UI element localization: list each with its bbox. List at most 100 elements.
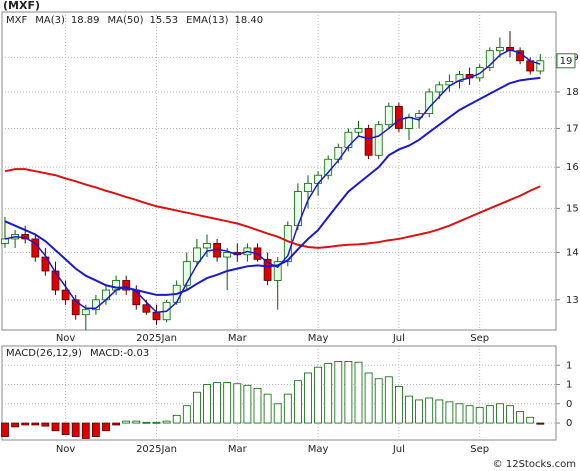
x-tick-label: Mar	[228, 444, 248, 455]
x-tick-label: 2025Jan	[136, 333, 177, 344]
y-tick-label: 14	[566, 247, 579, 258]
macd-bar	[132, 420, 141, 424]
x-tick-label: Sep	[470, 333, 489, 344]
macd-bar	[283, 393, 292, 424]
macd-bar	[71, 422, 80, 437]
candle-body	[203, 243, 211, 249]
macd-last-label: MACD:	[90, 348, 123, 359]
x-tick-label: Sep	[470, 444, 489, 455]
macd-bar	[81, 422, 90, 439]
candle-body	[81, 309, 90, 316]
candle-body	[122, 280, 131, 291]
legend-value: 18.40	[234, 15, 263, 26]
candle-body	[263, 258, 272, 281]
candle-body	[61, 289, 70, 301]
price-panel	[1, 11, 557, 331]
macd-bar	[465, 405, 474, 424]
y-tick-label: 16	[566, 162, 579, 173]
macd-bar	[182, 405, 191, 424]
x-tick-label: Nov	[56, 333, 76, 344]
macd-bar	[61, 422, 70, 436]
candle-body	[304, 182, 312, 192]
macd-bar	[1, 422, 9, 437]
macd-bar	[334, 361, 343, 424]
macd-label: MACD(26,12,9)	[6, 348, 82, 359]
y-tick-label: 1	[566, 380, 572, 391]
macd-bar	[425, 397, 434, 424]
x-tick-label: 2025Jan	[136, 444, 177, 455]
legend-ticker: MXF	[6, 15, 27, 26]
macd-bar	[405, 395, 413, 424]
candle-body	[273, 261, 282, 281]
candle-body	[354, 128, 363, 133]
x-tick-label: Nov	[56, 444, 76, 455]
macd-bar	[435, 399, 444, 424]
macd-bar	[152, 421, 161, 424]
chart-title: (MXF)	[3, 0, 40, 12]
macd-bar	[122, 420, 131, 424]
x-tick-label: May	[308, 444, 329, 455]
x-tick-label: Jul	[392, 444, 405, 455]
macd-panel	[1, 345, 557, 441]
macd-bar	[394, 386, 403, 424]
y-tick-label: 17	[566, 123, 579, 134]
macd-bar	[11, 422, 20, 428]
candle-body	[405, 116, 413, 129]
macd-last-value: -0.03	[123, 348, 149, 359]
price-tag-box	[556, 53, 576, 69]
candle-body	[223, 252, 232, 258]
macd-bar	[445, 401, 454, 424]
legend-name: EMA(13)	[186, 15, 228, 26]
macd-bar	[495, 403, 504, 424]
y-tick-label: 1	[566, 360, 572, 371]
macd-bar	[192, 391, 201, 424]
macd-bar	[293, 380, 302, 424]
macd-bar	[51, 422, 60, 432]
macd-bar	[536, 422, 545, 425]
y-tick-label: 0	[566, 418, 572, 429]
candle-body	[384, 105, 393, 126]
macd-bar	[506, 405, 514, 424]
price-tag: 19	[560, 56, 573, 67]
candle-body	[192, 247, 201, 263]
macd-bar	[213, 382, 222, 424]
candle-body	[142, 304, 151, 313]
macd-bar	[344, 361, 353, 424]
candle-body	[455, 74, 464, 82]
candle-body	[485, 50, 494, 68]
macd-bar	[112, 422, 120, 426]
y-tick-label: 15	[566, 203, 579, 214]
macd-bar	[142, 421, 151, 424]
macd-bar	[526, 416, 535, 424]
legend-value: 15.53	[150, 15, 179, 26]
macd-bar	[455, 403, 464, 424]
macd-bar	[172, 414, 181, 424]
x-tick-label: May	[308, 333, 329, 344]
macd-bar	[223, 382, 232, 424]
indicator-line	[4, 168, 541, 249]
macd-bar	[21, 422, 30, 426]
macd-bar	[162, 420, 171, 424]
macd-bar	[253, 387, 262, 424]
macd-bar	[485, 405, 494, 424]
candle-body	[51, 270, 60, 291]
y-tick-label: 18	[566, 87, 579, 98]
macd-bar	[102, 422, 110, 432]
candle-body	[435, 84, 444, 93]
candle-body	[182, 261, 191, 286]
macd-bar	[374, 378, 383, 424]
candle-body	[314, 174, 323, 184]
macd-bar	[324, 362, 333, 424]
macd-bar	[243, 384, 252, 424]
macd-bar	[304, 372, 312, 424]
candle-body	[71, 299, 80, 316]
macd-bar	[273, 403, 282, 424]
macd-bar	[92, 422, 100, 437]
legend-name: MA(3)	[35, 15, 65, 26]
macd-bar	[31, 422, 40, 426]
macd-bar	[233, 383, 242, 424]
macd-bar	[41, 422, 50, 427]
macd-bar	[415, 399, 424, 424]
candle-body	[1, 238, 9, 244]
footer: © 12Stocks.com	[493, 459, 576, 470]
